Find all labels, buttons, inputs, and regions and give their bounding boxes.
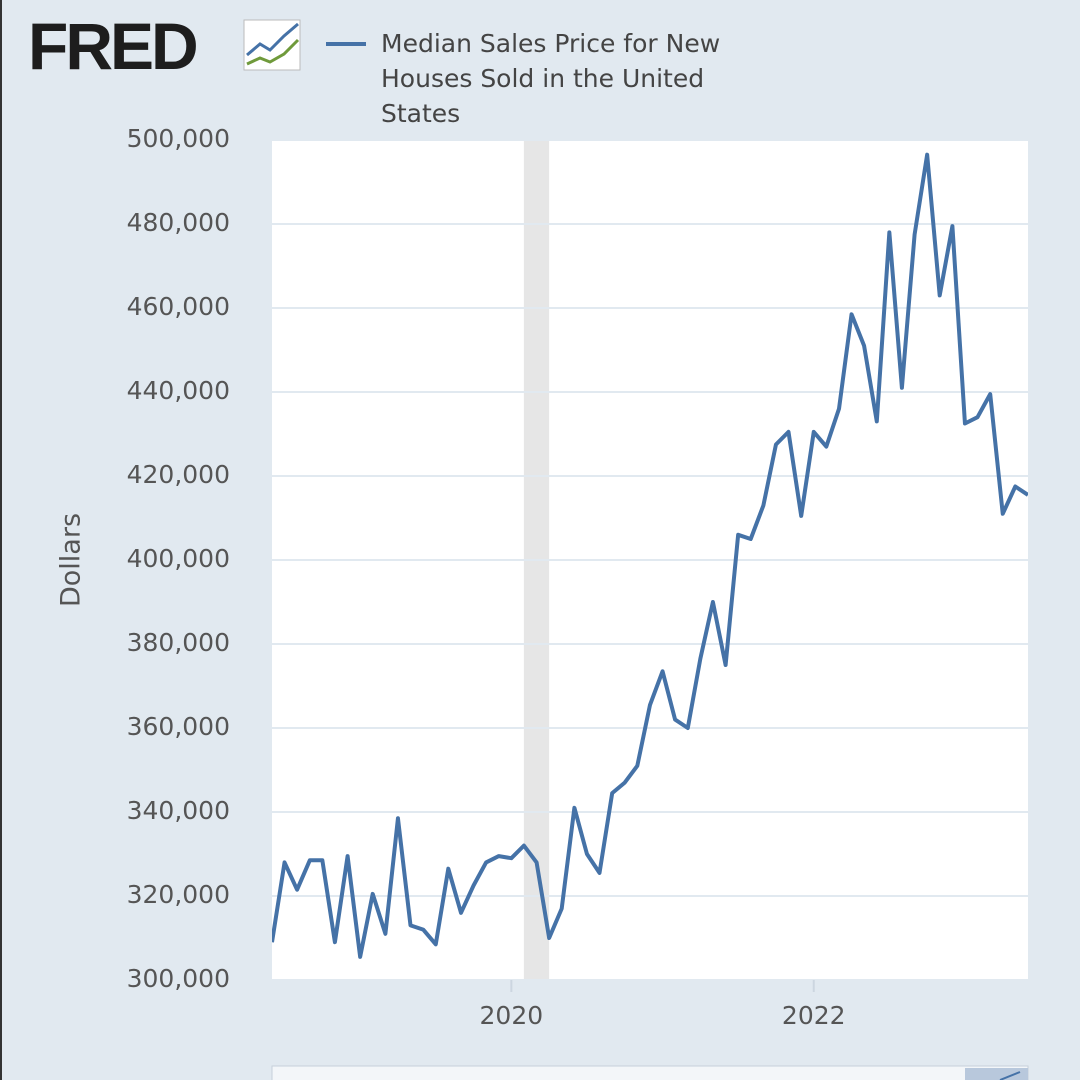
y-tick-label: 480,000 [127, 208, 230, 237]
y-tick-label: 400,000 [127, 544, 230, 573]
x-tick-label: 2022 [782, 1001, 846, 1030]
logo: FRED [28, 9, 199, 83]
legend-label: Median Sales Price for New Houses Sold i… [381, 29, 721, 128]
series-layer [272, 152, 1028, 959]
range-slider [271, 1065, 1029, 1080]
y-tick-label: 340,000 [127, 796, 230, 825]
y-tick-label: 380,000 [127, 628, 230, 657]
y-tick-label: 300,000 [127, 964, 230, 993]
x-tick-label: 2020 [480, 1001, 544, 1030]
y-axis-title: Dollars [56, 513, 87, 607]
logo-icon [243, 19, 301, 71]
plot-layer: 300,000 320,000 340,000 360,000 380,000 400,0… [127, 124, 1028, 1030]
y-tick-label: 420,000 [127, 460, 230, 489]
y-tick-label: 360,000 [127, 712, 230, 741]
y-tick-label: 500,000 [127, 124, 230, 153]
y-tick-label: 440,000 [127, 376, 230, 405]
y-tick-label: 460,000 [127, 292, 230, 321]
y-tick-label: 320,000 [127, 880, 230, 909]
data-line [272, 152, 1028, 959]
